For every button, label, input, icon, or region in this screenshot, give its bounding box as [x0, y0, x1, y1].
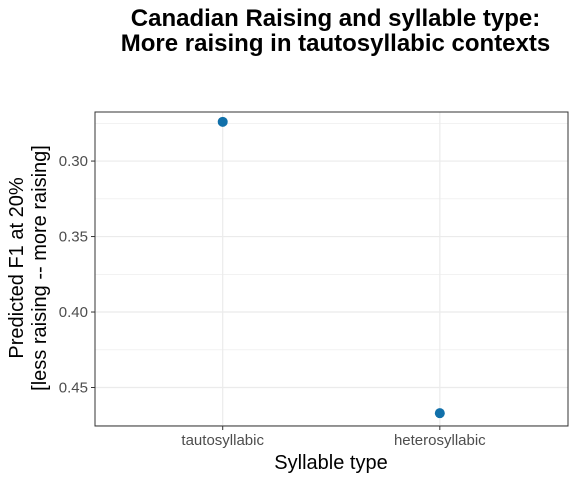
y-tick-label: 0.45 — [59, 380, 88, 397]
data-points — [217, 116, 445, 419]
y-axis-title-line-2: [less raising -- more raising] — [29, 145, 51, 391]
x-tick-label-tautosyllabic: tautosyllabic — [181, 432, 264, 449]
data-point-tautosyllabic — [217, 116, 228, 127]
data-point-heterosyllabic — [434, 408, 445, 419]
y-axis-title-line-1: Predicted F1 at 20% — [6, 177, 28, 358]
chart-title-line-2: More raising in tautosyllabic contexts — [120, 30, 551, 57]
y-tick-label: 0.35 — [59, 229, 88, 246]
x-axis-ticks: tautosyllabic heterosyllabic — [181, 426, 486, 449]
x-axis-title: Syllable type — [274, 452, 387, 474]
y-tick-label: 0.30 — [59, 153, 88, 170]
y-tick-label: 0.40 — [59, 304, 88, 321]
y-axis-ticks: 0.30 0.35 0.40 0.45 — [59, 153, 95, 397]
x-tick-label-heterosyllabic: heterosyllabic — [394, 432, 486, 449]
chart-title-line-1: Canadian Raising and syllable type: — [130, 5, 541, 32]
plot-panel-border — [94, 111, 569, 427]
grid-lines — [95, 112, 568, 426]
